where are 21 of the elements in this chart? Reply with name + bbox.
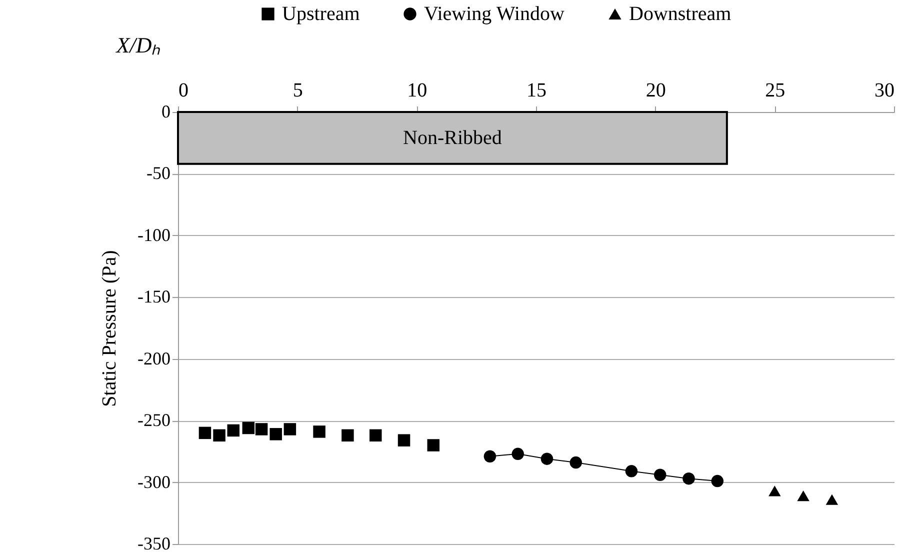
y-tick-label: -150 [138,286,170,307]
y-tick-label: -200 [138,348,170,368]
legend-label: Upstream [282,3,360,25]
legend-label: Viewing Window [424,3,565,25]
y-tick-label: -50 [146,163,170,184]
y-tick-label: -250 [138,410,170,430]
legend-label: Downstream [629,3,732,25]
y-tick-label: -100 [138,224,170,245]
x-axis-title: X/Dₕ [115,32,161,58]
x-tick-label: 5 [292,80,303,102]
band-label: Non-Ribbed [403,126,502,149]
y-tick-label: -350 [138,534,170,554]
x-tick-label: 0 [178,80,188,102]
x-tick-label: 15 [526,80,546,102]
y-tick-label: 0 [162,102,170,122]
y-tick-label: -300 [138,472,170,492]
x-tick-label: 25 [765,80,786,102]
y-axis-title: Static Pressure (Pa) [98,250,121,407]
x-tick-label: 20 [646,80,666,102]
x-tick-label: 10 [407,80,428,102]
x-tick-label: 30 [874,80,894,102]
